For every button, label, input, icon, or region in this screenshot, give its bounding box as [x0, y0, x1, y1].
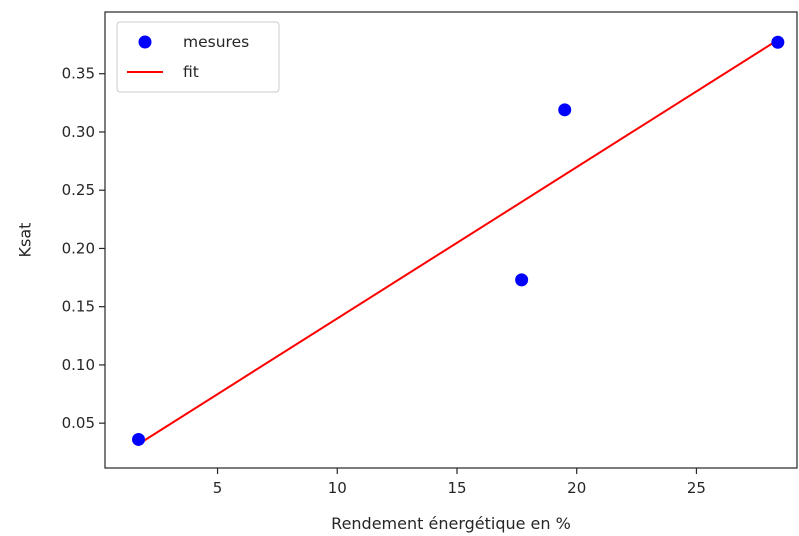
axes-frame [104, 11, 798, 469]
series-line-fit [137, 39, 779, 445]
y-tick-label: 0.05 [62, 414, 95, 432]
x-tick-label: 5 [213, 479, 223, 497]
y-tick-label: 0.10 [62, 356, 95, 374]
x-axis-label: Rendement énergétique en % [331, 514, 571, 533]
y-axis-label: Ksat [16, 223, 35, 258]
x-tick-label: 25 [687, 479, 706, 497]
legend-label-fit: fit [183, 63, 199, 81]
y-tick-label: 0.20 [62, 239, 95, 257]
legend-marker-mesures [138, 35, 152, 49]
x-tick-label: 10 [328, 479, 347, 497]
x-tick-label: 20 [567, 479, 586, 497]
data-point-mesures [558, 103, 572, 117]
data-point-mesures [771, 35, 785, 49]
legend-box [116, 21, 280, 93]
y-tick-label: 0.25 [62, 181, 95, 199]
data-layer [132, 35, 785, 446]
y-tick-label: 0.30 [62, 123, 95, 141]
legend: mesures fit [116, 21, 280, 93]
legend-label-mesures: mesures [183, 33, 249, 51]
y-tick-label: 0.15 [62, 298, 95, 316]
axes-layer: 5 10 15 20 25 0.05 0.10 0.15 0.20 0.25 0.30 0.35 [62, 11, 798, 497]
data-point-mesures [132, 432, 146, 446]
x-tick-label: 15 [447, 479, 466, 497]
y-tick-label: 0.35 [62, 65, 95, 83]
data-point-mesures [515, 273, 529, 287]
